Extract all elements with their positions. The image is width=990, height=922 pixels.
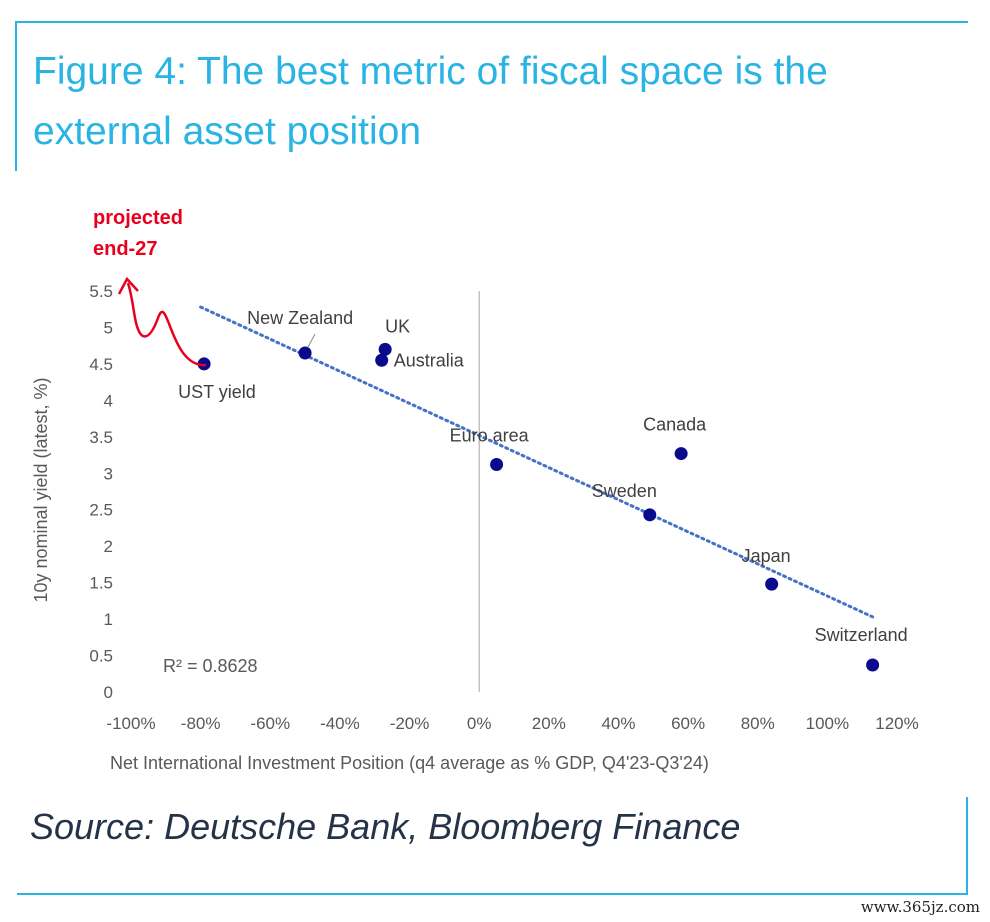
projected-annotation-line2: end-27 <box>93 238 157 260</box>
x-tick-label: 60% <box>671 714 705 733</box>
projected-wiggle-arrow <box>126 282 207 367</box>
point-label: Euro area <box>450 426 530 446</box>
y-tick-label: 1 <box>104 610 113 629</box>
x-tick-label: 0% <box>467 714 492 733</box>
data-point-euro-area <box>490 458 504 472</box>
frame-right-border <box>966 797 968 895</box>
x-tick-label: -100% <box>106 714 155 733</box>
point-label: New Zealand <box>247 308 353 328</box>
x-tick-label: 100% <box>806 714 849 733</box>
projected-arrowhead <box>117 276 139 295</box>
y-tick-label: 4 <box>104 391 113 410</box>
projected-annotation-line1: projected <box>93 207 183 229</box>
y-tick-label: 3 <box>104 464 113 483</box>
data-point-uk <box>378 342 392 356</box>
frame-top-border <box>15 21 968 23</box>
data-point-japan <box>765 577 779 591</box>
x-tick-label: -60% <box>250 714 290 733</box>
y-tick-label: 4.5 <box>89 355 113 374</box>
point-label: Australia <box>394 350 465 370</box>
x-tick-label: -80% <box>181 714 221 733</box>
point-label: UST yield <box>178 382 256 402</box>
data-point-switzerland <box>866 658 880 672</box>
figure-title: Figure 4: The best metric of fiscal spac… <box>33 50 828 153</box>
x-tick-label: 40% <box>601 714 635 733</box>
r-squared-annotation: R² = 0.8628 <box>163 656 258 676</box>
point-label: Canada <box>643 415 707 435</box>
frame-left-border <box>15 21 17 171</box>
x-tick-label: 20% <box>532 714 566 733</box>
new-zealand-leader-line <box>307 333 316 348</box>
point-label: Japan <box>742 546 791 566</box>
y-tick-label: 5 <box>104 318 113 337</box>
x-axis-label: Net International Investment Position (q… <box>110 753 709 773</box>
x-tick-label: 80% <box>741 714 775 733</box>
source-note: Source: Deutsche Bank, Bloomberg Finance <box>30 806 741 847</box>
point-label: UK <box>385 316 410 336</box>
data-point-new-zealand <box>298 346 312 360</box>
data-point-australia <box>375 353 389 367</box>
data-point-sweden <box>643 508 657 522</box>
data-point-canada <box>674 447 688 461</box>
y-tick-label: 2.5 <box>89 501 113 520</box>
y-tick-label: 5.5 <box>89 282 113 301</box>
y-tick-label: 0 <box>104 683 113 702</box>
y-tick-label: 2 <box>104 537 113 556</box>
watermark: www.365jz.com <box>860 898 980 916</box>
trendline <box>199 305 875 619</box>
y-tick-label: 1.5 <box>89 574 113 593</box>
y-axis-label: 10y nominal yield (latest, %) <box>31 377 51 602</box>
y-tick-label: 3.5 <box>89 428 113 447</box>
point-label: Switzerland <box>815 625 908 645</box>
x-tick-label: -20% <box>390 714 430 733</box>
point-label: Sweden <box>592 481 657 501</box>
x-tick-label: -40% <box>320 714 360 733</box>
y-tick-label: 0.5 <box>89 647 113 666</box>
x-tick-label: 120% <box>875 714 918 733</box>
frame-bottom-border <box>17 893 968 895</box>
